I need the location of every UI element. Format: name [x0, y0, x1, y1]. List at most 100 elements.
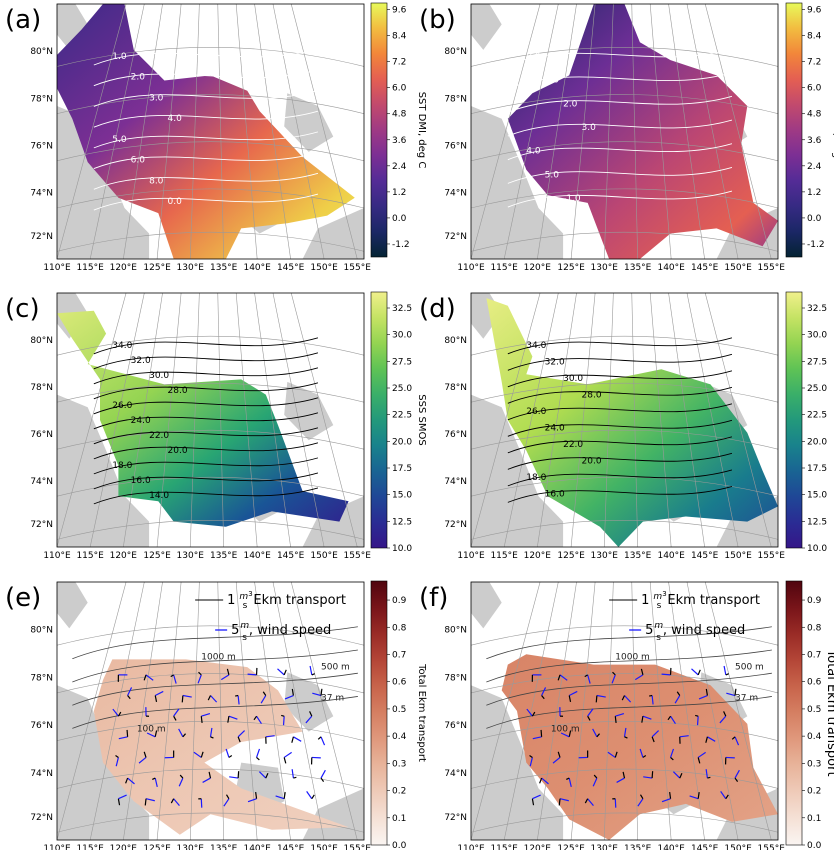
lon-tick-label: 115°E: [490, 844, 518, 850]
isobath-label: 100 m: [551, 725, 580, 735]
ekm-arrow: [676, 691, 681, 696]
meridian-line: [471, 293, 541, 547]
lon-tick-label: 140°E: [243, 551, 271, 561]
ekm-arrow: [320, 688, 323, 696]
contour-label: 1.0: [112, 52, 127, 62]
colorbar-tick-label: 8.4: [392, 32, 407, 42]
land-mass: [471, 394, 564, 547]
ekm-arrow: [558, 798, 561, 806]
contour-label: 24.0: [545, 423, 565, 433]
lon-tick-label: 125°E: [143, 844, 171, 850]
contour-label: 30.0: [563, 374, 583, 384]
wind-arrow: [698, 694, 708, 700]
ekm-arrow: [126, 729, 129, 737]
parallel-line: [471, 335, 778, 356]
lat-tick-label: 72°N: [30, 232, 53, 242]
ekm-arrow: [621, 695, 626, 701]
wind-arrow: [258, 771, 267, 779]
parallel-line: [57, 231, 364, 252]
contour-label: 26.0: [112, 401, 132, 411]
ekm-arrow: [311, 673, 315, 676]
lon-tick-label: 140°E: [657, 551, 685, 561]
contour-label: 6.0: [131, 156, 146, 166]
wind-arrow: [559, 674, 568, 681]
lon-tick-label: 140°E: [657, 844, 685, 850]
meridian-line: [686, 293, 739, 547]
wind-arrow: [529, 757, 533, 767]
colorbar-tick-label: 0.7: [807, 650, 821, 660]
wind-arrow: [275, 795, 285, 800]
contour-line: [93, 442, 319, 460]
wind-arrow: [705, 769, 708, 779]
meridian-line: [89, 4, 145, 259]
colorbar: [785, 2, 803, 258]
colorbar-tick-label: 0.8: [392, 623, 407, 633]
wind-arrow: [661, 673, 671, 676]
contour-label: 0.0: [526, 52, 541, 62]
colorbar-tick-label: 30.0: [807, 331, 827, 341]
wind-arrow: [182, 694, 192, 698]
colorbar-tick-label: 3.6: [392, 136, 407, 146]
contour-label: 24.0: [131, 416, 151, 426]
meridian-line: [471, 582, 541, 840]
wind-arrow: [541, 777, 549, 785]
parallel-line: [57, 382, 364, 403]
contour-line: [93, 110, 319, 128]
colorbar-title: SST DMI, deg C: [416, 92, 427, 169]
wind-arrow: [320, 736, 326, 746]
lon-tick-label: 155°E: [344, 263, 372, 273]
parallel-line: [471, 188, 778, 209]
wind-arrow: [291, 769, 294, 779]
lat-tick-label: 72°N: [30, 813, 53, 823]
lon-tick-label: 140°E: [243, 263, 271, 273]
ekm-arrow: [734, 777, 739, 783]
legend-ekm-label: 1 m3 s Ekm transport: [641, 590, 760, 611]
lon-tick-label: 120°E: [110, 844, 138, 850]
contour-label: 16.0: [545, 489, 565, 499]
lon-tick-label: 125°E: [143, 551, 171, 561]
ekm-arrow: [568, 730, 572, 737]
contour-line: [93, 397, 319, 415]
ekm-arrow: [179, 774, 184, 779]
panel-label: (b): [419, 5, 456, 35]
contour-label: 30.0: [149, 371, 169, 381]
lon-tick-label: 150°E: [310, 844, 338, 850]
ekm-arrow: [651, 736, 655, 743]
ekm-arrow: [210, 736, 214, 739]
map-frame: [470, 581, 779, 841]
meridian-line: [668, 293, 705, 547]
map-frame: [470, 292, 779, 548]
wind-arrow: [209, 727, 213, 737]
colorbar-tick-label: 12.5: [392, 517, 412, 527]
colorbar-tick-label: 0.8: [807, 623, 822, 633]
lat-tick-label: 78°N: [30, 673, 53, 683]
colorbar-tick-label: 0.1: [392, 814, 406, 824]
wind-arrow: [674, 695, 681, 704]
colorbar: [370, 580, 388, 846]
map-frame: [56, 292, 365, 548]
colorbar-tick-label: 25.0: [392, 384, 412, 394]
ekm-arrow: [144, 798, 147, 806]
ekm-arrow: [622, 771, 626, 779]
wind-arrow: [568, 777, 572, 787]
parallel-line: [57, 520, 364, 540]
ekm-arrow: [154, 730, 158, 737]
contour-line: [507, 370, 733, 388]
meridian-line: [57, 293, 127, 547]
lon-tick-label: 130°E: [591, 551, 619, 561]
meridian-line: [272, 4, 325, 259]
map-area: 0.0 1.0 2.0 3.0 4.0 5.0 -1.0: [471, 4, 778, 259]
lat-tick-label: 80°N: [30, 626, 53, 636]
parallel-line: [57, 768, 364, 789]
ekm-arrow: [207, 695, 212, 701]
wind-arrow: [193, 751, 202, 758]
lat-tick-label: 78°N: [444, 383, 467, 393]
lat-tick-label: 76°N: [30, 430, 53, 440]
meridian-line: [631, 293, 639, 547]
wind-arrow: [615, 712, 625, 717]
lon-tick-label: 125°E: [557, 844, 585, 850]
lon-tick-label: 135°E: [624, 263, 652, 273]
panel-c: 34.0 32.0 30.0 28.0 26.0 24.0 22.0 20.0 18.0 16.0…: [5, 291, 427, 561]
land-mass: [471, 106, 564, 259]
contour-line: [507, 419, 733, 437]
